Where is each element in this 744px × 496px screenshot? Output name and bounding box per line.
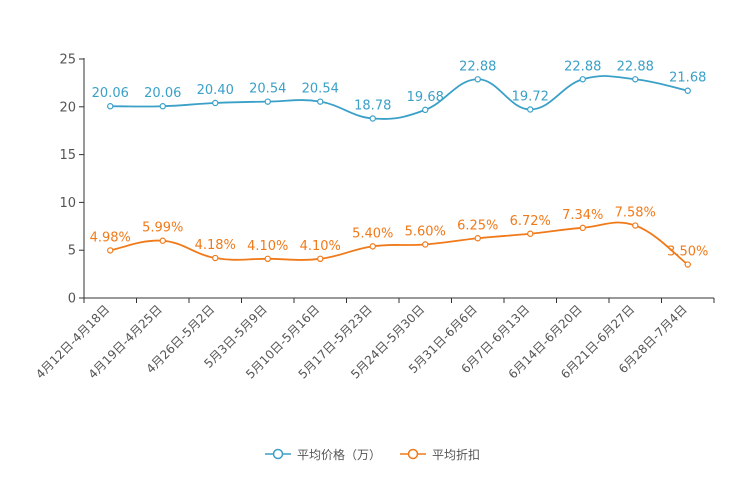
data-label-price: 22.88 <box>564 59 601 74</box>
data-label-price: 20.54 <box>302 82 339 97</box>
data-point-discount <box>317 255 324 263</box>
data-label-discount: 4.18% <box>195 238 236 253</box>
data-label-discount: 6.25% <box>457 218 498 233</box>
data-label-price: 20.06 <box>144 86 181 101</box>
data-label-price: 20.06 <box>92 86 129 101</box>
data-label-price: 18.78 <box>354 98 391 113</box>
data-label-price: 19.72 <box>512 89 549 104</box>
data-point-discount <box>107 247 114 254</box>
series-line-discount <box>110 221 689 266</box>
data-point-price <box>579 76 586 83</box>
data-label-discount: 7.34% <box>562 208 603 223</box>
data-label-discount: 7.58% <box>615 206 656 221</box>
data-point-price <box>317 98 324 105</box>
line-chart: 05101520254月12日-4月18日4月19日-4月25日4月26日-5月… <box>33 53 715 382</box>
y-tick-label: 0 <box>68 292 76 307</box>
data-point-discount <box>474 235 481 242</box>
data-label-price: 20.40 <box>197 83 234 98</box>
legend-label-discount: 平均折扣 <box>432 447 481 462</box>
data-label-price: 19.68 <box>407 90 444 105</box>
legend-label-price: 平均价格（万） <box>296 447 381 462</box>
data-point-price <box>422 106 429 114</box>
data-point-discount <box>579 224 586 232</box>
data-label-discount: 4.98% <box>90 230 131 245</box>
data-point-price <box>632 76 639 83</box>
data-point-price <box>684 87 691 94</box>
data-label-discount: 5.99% <box>142 221 183 236</box>
data-label-discount: 3.50% <box>667 245 708 260</box>
y-tick-label: 15 <box>59 148 76 163</box>
data-point-discount <box>527 230 534 237</box>
data-point-price <box>369 115 376 122</box>
legend-marker-price <box>264 448 291 460</box>
data-point-price <box>212 99 219 107</box>
data-label-discount: 5.40% <box>352 226 393 241</box>
y-tick-label: 10 <box>59 196 76 211</box>
data-label-price: 22.88 <box>459 59 496 74</box>
data-point-discount <box>159 237 166 244</box>
data-point-price <box>474 76 481 83</box>
data-point-discount <box>632 222 639 229</box>
data-label-price: 21.68 <box>669 71 706 86</box>
legend-marker-discount <box>400 448 426 460</box>
data-point-discount <box>369 243 376 250</box>
legend: 平均价格（万） 平均折扣 <box>0 443 744 465</box>
legend-item-discount[interactable]: 平均折扣 <box>399 446 480 463</box>
data-label-discount: 4.10% <box>300 239 341 254</box>
data-point-discount <box>264 255 271 263</box>
data-point-price <box>159 103 166 110</box>
data-label-price: 22.88 <box>617 59 654 74</box>
y-tick-label: 5 <box>68 244 76 259</box>
data-point-discount <box>212 254 219 262</box>
data-point-discount <box>684 261 691 268</box>
data-label-discount: 5.60% <box>405 224 446 239</box>
data-label-discount: 6.72% <box>510 214 551 229</box>
legend-item-price[interactable]: 平均价格（万） <box>264 446 381 463</box>
data-point-price <box>527 106 534 113</box>
data-point-price <box>264 98 271 105</box>
y-tick-label: 20 <box>59 100 76 115</box>
y-tick-label: 25 <box>59 53 76 68</box>
data-label-discount: 4.10% <box>247 239 288 254</box>
data-label-price: 20.54 <box>249 82 286 97</box>
data-point-price <box>107 103 114 110</box>
data-point-discount <box>422 241 429 248</box>
